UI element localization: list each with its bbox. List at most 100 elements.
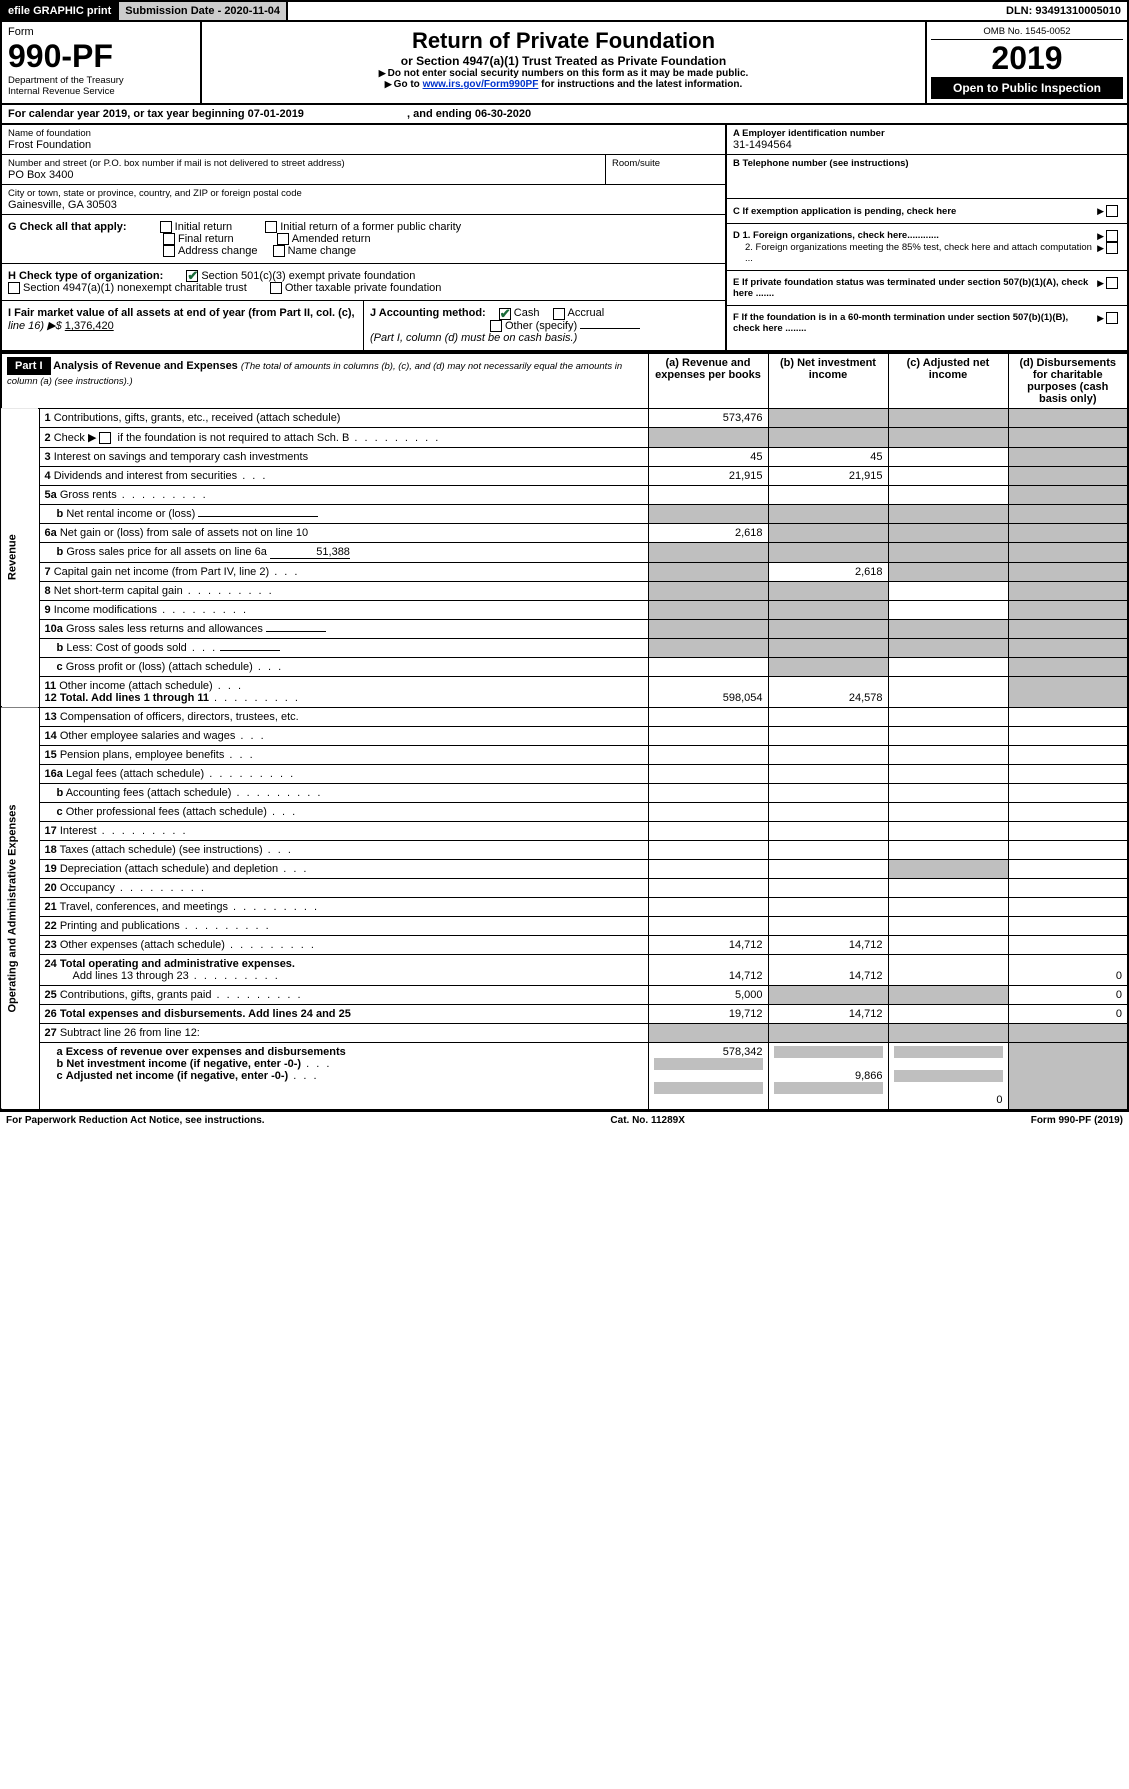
footer-right: Form 990-PF (2019) bbox=[1031, 1115, 1123, 1126]
note-ssn: Do not enter social security numbers on … bbox=[208, 68, 919, 79]
chk-initial-former[interactable] bbox=[265, 221, 277, 233]
r2-post: if the foundation is not required to att… bbox=[118, 432, 350, 444]
footer: For Paperwork Reduction Act Notice, see … bbox=[0, 1111, 1129, 1129]
chk-other-method[interactable] bbox=[490, 320, 502, 332]
f-label: F If the foundation is in a 60-month ter… bbox=[733, 312, 1097, 334]
ein: 31-1494564 bbox=[733, 139, 1121, 151]
omb: OMB No. 1545-0052 bbox=[931, 26, 1123, 40]
form-link[interactable]: www.irs.gov/Form990PF bbox=[423, 79, 539, 90]
chk-amended[interactable] bbox=[277, 233, 289, 245]
r3-d: Interest on savings and temporary cash i… bbox=[54, 451, 308, 463]
a-label: A Employer identification number bbox=[733, 128, 1121, 139]
g-o5: Amended return bbox=[292, 233, 371, 245]
table-row: b Accounting fees (attach schedule) bbox=[1, 783, 1128, 802]
i-label: I Fair market value of all assets at end… bbox=[8, 307, 355, 319]
name-label: Name of foundation bbox=[8, 128, 719, 139]
table-row: Revenue 1 Contributions, gifts, grants, … bbox=[1, 408, 1128, 427]
table-row: 24 Total operating and administrative ex… bbox=[1, 954, 1128, 985]
table-row: c Other professional fees (attach schedu… bbox=[1, 802, 1128, 821]
h-o1: Section 501(c)(3) exempt private foundat… bbox=[201, 270, 415, 282]
chk-other-taxable[interactable] bbox=[270, 282, 282, 294]
efile-button[interactable]: efile GRAPHIC print bbox=[2, 2, 119, 20]
expense-label: Operating and Administrative Expenses bbox=[1, 707, 39, 1110]
col-c: (c) Adjusted net income bbox=[888, 353, 1008, 409]
i-val: 1,376,420 bbox=[65, 320, 114, 332]
table-row: 25 Contributions, gifts, grants paid5,00… bbox=[1, 985, 1128, 1004]
r6b-d: Gross sales price for all assets on line… bbox=[66, 546, 267, 558]
chk-501c3[interactable] bbox=[186, 270, 198, 282]
table-row: 27 Subtract line 26 from line 12: bbox=[1, 1023, 1128, 1042]
chk-d1[interactable] bbox=[1106, 230, 1118, 242]
room-label: Room/suite bbox=[612, 158, 719, 169]
g-o6: Name change bbox=[288, 245, 357, 257]
chk-schb[interactable] bbox=[99, 432, 111, 444]
r18-d: Taxes (attach schedule) (see instruction… bbox=[60, 844, 263, 856]
r27b-d: Net investment income (if negative, ente… bbox=[66, 1058, 301, 1070]
r14-d: Other employee salaries and wages bbox=[60, 730, 235, 742]
table-row: c Gross profit or (loss) (attach schedul… bbox=[1, 657, 1128, 676]
j-note: (Part I, column (d) must be on cash basi… bbox=[370, 332, 577, 344]
cal-end: 06-30-2020 bbox=[475, 108, 531, 120]
r11-d: Other income (attach schedule) bbox=[59, 680, 212, 692]
chk-name-change[interactable] bbox=[273, 245, 285, 257]
cal-pre: For calendar year 2019, or tax year begi… bbox=[8, 108, 248, 120]
r12-d: Total. Add lines 1 through 11 bbox=[60, 692, 209, 704]
top-bar: efile GRAPHIC print Submission Date - 20… bbox=[0, 0, 1129, 22]
table-row: 23 Other expenses (attach schedule)14,71… bbox=[1, 935, 1128, 954]
r21-d: Travel, conferences, and meetings bbox=[60, 901, 228, 913]
calendar-row: For calendar year 2019, or tax year begi… bbox=[0, 105, 1129, 125]
r16c-d: Other professional fees (attach schedule… bbox=[66, 806, 267, 818]
part1-table: Part I Analysis of Revenue and Expenses … bbox=[0, 352, 1129, 1111]
r16a-d: Legal fees (attach schedule) bbox=[66, 768, 204, 780]
r7-d: Capital gain net income (from Part IV, l… bbox=[54, 566, 269, 578]
table-row: 21 Travel, conferences, and meetings bbox=[1, 897, 1128, 916]
table-row: a Excess of revenue over expenses and di… bbox=[1, 1042, 1128, 1110]
chk-4947[interactable] bbox=[8, 282, 20, 294]
h-o2: Section 4947(a)(1) nonexempt charitable … bbox=[23, 282, 247, 294]
part1-label: Part I bbox=[7, 357, 51, 375]
r10a-d: Gross sales less returns and allowances bbox=[66, 623, 263, 635]
chk-d2[interactable] bbox=[1106, 242, 1118, 254]
g-o2: Final return bbox=[178, 233, 234, 245]
chk-f[interactable] bbox=[1106, 312, 1118, 324]
r6a-d: Net gain or (loss) from sale of assets n… bbox=[60, 527, 308, 539]
chk-e[interactable] bbox=[1106, 277, 1118, 289]
chk-final[interactable] bbox=[163, 233, 175, 245]
chk-initial[interactable] bbox=[160, 221, 172, 233]
table-row: b Less: Cost of goods sold bbox=[1, 638, 1128, 657]
open-public: Open to Public Inspection bbox=[931, 77, 1123, 99]
city-label: City or town, state or province, country… bbox=[8, 188, 719, 199]
h-o3: Other taxable private foundation bbox=[285, 282, 442, 294]
chk-c[interactable] bbox=[1106, 205, 1118, 217]
table-row: b Gross sales price for all assets on li… bbox=[1, 542, 1128, 562]
chk-addr-change[interactable] bbox=[163, 245, 175, 257]
g-o4: Initial return of a former public charit… bbox=[280, 221, 461, 233]
chk-cash[interactable] bbox=[499, 308, 511, 320]
j-o3: Other (specify) bbox=[505, 320, 577, 332]
r27-d: Subtract line 26 from line 12: bbox=[60, 1027, 200, 1039]
h-label: H Check type of organization: bbox=[8, 270, 163, 282]
addr-label: Number and street (or P.O. box number if… bbox=[8, 158, 599, 169]
r16b-d: Accounting fees (attach schedule) bbox=[66, 787, 232, 799]
table-row: 11 Other income (attach schedule)12 Tota… bbox=[1, 676, 1128, 707]
table-row: 10a Gross sales less returns and allowan… bbox=[1, 619, 1128, 638]
tax-year: 2019 bbox=[931, 40, 1123, 77]
r15-d: Pension plans, employee benefits bbox=[60, 749, 225, 761]
form-number: 990-PF bbox=[8, 38, 194, 75]
table-row: 6a Net gain or (loss) from sale of asset… bbox=[1, 523, 1128, 542]
submission-date: Submission Date - 2020-11-04 bbox=[119, 2, 288, 20]
table-row: 3 Interest on savings and temporary cash… bbox=[1, 447, 1128, 466]
table-row: 9 Income modifications bbox=[1, 600, 1128, 619]
r27c-d: Adjusted net income (if negative, enter … bbox=[66, 1070, 288, 1082]
form-title: Return of Private Foundation bbox=[208, 28, 919, 54]
chk-accrual[interactable] bbox=[553, 308, 565, 320]
e-label: E If private foundation status was termi… bbox=[733, 277, 1097, 299]
r19-d: Depreciation (attach schedule) and deple… bbox=[60, 863, 278, 875]
r5a-d: Gross rents bbox=[60, 489, 117, 501]
g-label: G Check all that apply: bbox=[8, 221, 127, 233]
c-label: C If exemption application is pending, c… bbox=[733, 206, 1097, 217]
table-row: 15 Pension plans, employee benefits bbox=[1, 745, 1128, 764]
footer-left: For Paperwork Reduction Act Notice, see … bbox=[6, 1115, 265, 1126]
r24-d2: Add lines 13 through 23 bbox=[73, 970, 189, 982]
g-o1: Initial return bbox=[175, 221, 232, 233]
